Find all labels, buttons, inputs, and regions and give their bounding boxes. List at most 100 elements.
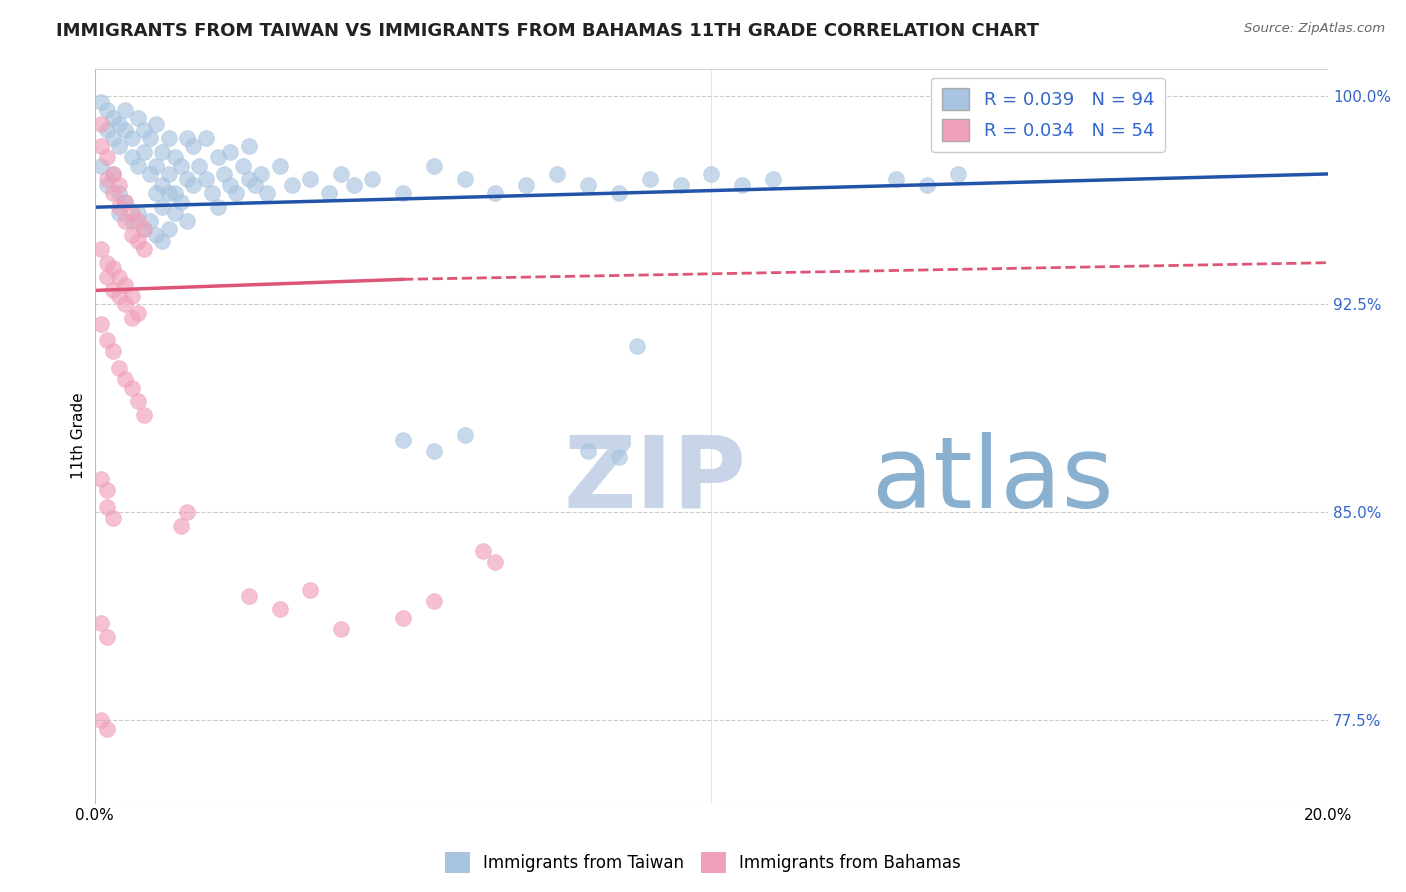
Point (330, 622, 353, 636)
Point (219, 145, 242, 159)
Point (121, 206, 143, 220)
Point (181, 178, 204, 192)
Legend: R = 0.039   N = 94, R = 0.034   N = 54: R = 0.039 N = 94, R = 0.034 N = 54 (931, 78, 1166, 153)
Point (121, 289, 143, 303)
Point (152, 145, 174, 159)
Point (90, 616, 112, 631)
Point (90, 317, 112, 331)
Point (96, 122, 118, 136)
Point (669, 178, 692, 192)
Point (108, 289, 131, 303)
Point (423, 594, 446, 608)
Point (731, 178, 754, 192)
Point (96, 150, 118, 164)
Point (132, 222, 155, 236)
Point (201, 186, 224, 201)
Point (114, 194, 136, 209)
Point (132, 222, 155, 236)
Point (232, 159, 254, 173)
Point (626, 339, 648, 353)
Point (114, 297, 136, 311)
Point (145, 227, 167, 242)
Point (108, 269, 131, 284)
Point (90, 242, 112, 256)
Text: IMMIGRANTS FROM TAIWAN VS IMMIGRANTS FROM BAHAMAS 11TH GRADE CORRELATION CHART: IMMIGRANTS FROM TAIWAN VS IMMIGRANTS FRO… (56, 22, 1039, 40)
Point (170, 519, 193, 533)
Point (181, 139, 204, 153)
Point (108, 186, 131, 201)
Point (101, 511, 124, 525)
Point (96, 178, 118, 192)
Point (515, 178, 537, 192)
Point (96, 500, 118, 514)
Point (269, 602, 291, 616)
Point (700, 167, 723, 181)
Point (219, 178, 242, 192)
Point (96, 722, 118, 736)
Point (152, 234, 174, 248)
Point (101, 131, 124, 145)
Point (121, 227, 143, 242)
Legend: Immigrants from Taiwan, Immigrants from Bahamas: Immigrants from Taiwan, Immigrants from … (439, 846, 967, 880)
Point (946, 167, 969, 181)
Point (176, 131, 198, 145)
Point (114, 214, 136, 228)
Point (101, 167, 124, 181)
Point (607, 450, 630, 464)
Y-axis label: 11th Grade: 11th Grade (72, 392, 86, 479)
Point (90, 95, 112, 109)
Point (157, 186, 180, 201)
Point (101, 261, 124, 276)
Point (145, 159, 167, 173)
Point (90, 714, 112, 728)
Point (108, 361, 131, 376)
Point (176, 214, 198, 228)
Point (108, 139, 131, 153)
Point (207, 200, 229, 214)
Point (152, 178, 174, 192)
Point (163, 150, 186, 164)
Point (194, 131, 217, 145)
Point (176, 505, 198, 519)
Point (127, 394, 149, 409)
Point (638, 172, 661, 186)
Point (472, 544, 495, 558)
Text: Source: ZipAtlas.com: Source: ZipAtlas.com (1244, 22, 1385, 36)
Point (299, 172, 322, 186)
Point (127, 112, 149, 126)
Point (423, 444, 446, 458)
Point (157, 222, 180, 236)
Text: atlas: atlas (872, 432, 1114, 529)
Point (121, 214, 143, 228)
Point (96, 334, 118, 348)
Point (163, 186, 186, 201)
Point (139, 131, 162, 145)
Point (145, 117, 167, 131)
Point (96, 630, 118, 644)
Point (157, 131, 180, 145)
Point (101, 167, 124, 181)
Point (212, 167, 235, 181)
Point (121, 150, 143, 164)
Point (576, 178, 599, 192)
Point (132, 242, 155, 256)
Point (101, 186, 124, 201)
Point (484, 555, 506, 569)
Point (121, 380, 143, 394)
Point (114, 277, 136, 292)
Point (576, 444, 599, 458)
Point (127, 234, 149, 248)
Point (250, 167, 273, 181)
Point (886, 172, 908, 186)
Point (188, 159, 211, 173)
Point (90, 139, 112, 153)
Point (121, 131, 143, 145)
Point (101, 112, 124, 126)
Point (546, 167, 568, 181)
Point (145, 186, 167, 201)
Point (281, 178, 304, 192)
Point (361, 172, 384, 186)
Point (114, 103, 136, 117)
Point (101, 344, 124, 359)
Point (318, 186, 340, 201)
